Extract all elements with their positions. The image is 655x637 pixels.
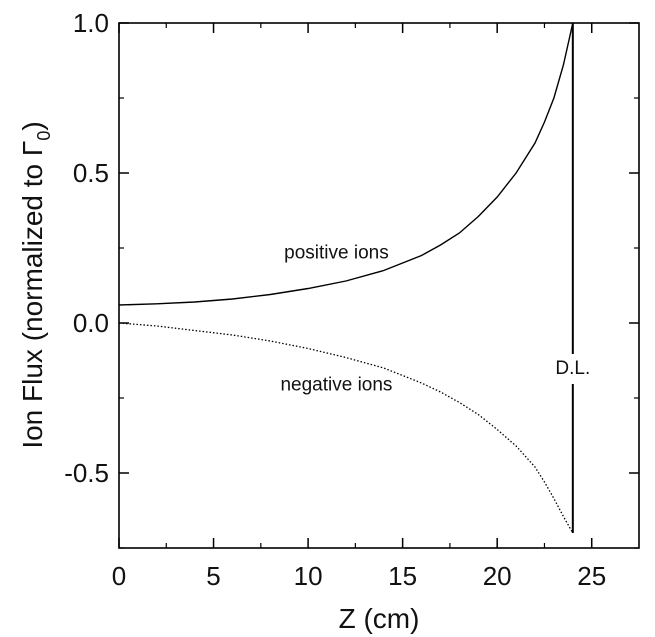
ticks: 0 5 10 15 20 25 -0.5 0.0 0.5 1.0 [64,8,639,591]
dl-label-bg [552,354,593,384]
annotations: positive ions negative ions D.L. [280,243,593,396]
annotation-1: negative ions [280,375,392,396]
x-tick-label: 10 [294,561,323,591]
x-tick-label: 25 [577,561,606,591]
y-axis-title-subscript: 0 [34,131,54,141]
series-group [118,22,574,534]
x-tick-label: 20 [483,561,512,591]
y-tick-label: 0.0 [73,308,109,338]
y-tick-label: -0.5 [64,458,109,488]
x-tick-label: 5 [206,561,220,591]
series-line-0 [118,22,574,306]
series-line-1 [118,322,574,534]
plot-frame [118,22,640,549]
x-tick-label: 0 [112,561,126,591]
annotation-2: D.L. [555,358,590,379]
x-axis-title: Z (cm) [339,603,420,634]
y-axis-title-close: ) [17,121,48,130]
y-axis-title: Ion Flux (normalized to Γ0) [17,121,54,448]
y-tick-label: 1.0 [73,8,109,38]
y-tick-label: 0.5 [73,158,109,188]
annotation-0: positive ions [284,243,389,264]
x-tick-label: 15 [388,561,417,591]
y-axis-title-main: Ion Flux (normalized to Γ [17,141,48,449]
